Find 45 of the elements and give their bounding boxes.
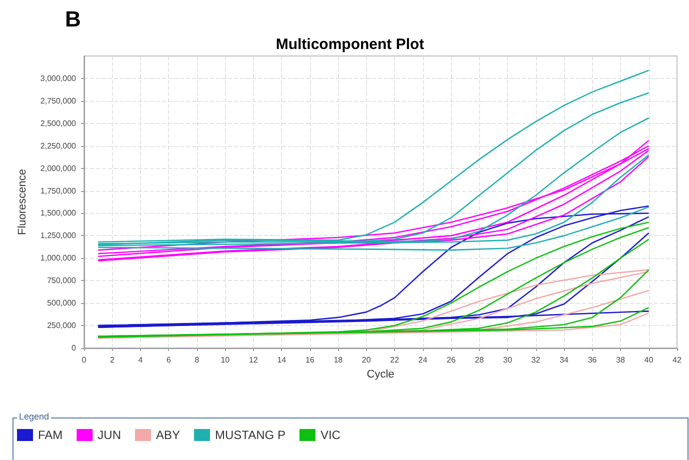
- x-tick-label: 8: [194, 356, 200, 364]
- y-tick-label: 0: [72, 344, 77, 352]
- x-tick-label: 38: [616, 356, 626, 364]
- legend-label: JUN: [98, 428, 122, 442]
- x-tick-label: 26: [446, 356, 456, 364]
- y-tick-label: 1,000,000: [40, 254, 77, 263]
- x-tick-label: 30: [503, 356, 513, 364]
- chart-title: Multicomponent Plot: [276, 36, 424, 53]
- x-tick-label: 32: [531, 356, 541, 364]
- text: B: [65, 6, 81, 32]
- legend-label: ABY: [156, 428, 180, 442]
- y-tick-label: 2,500,000: [40, 118, 77, 128]
- legend-label: MUSTANG P: [215, 428, 286, 442]
- y-tick-label: 1,500,000: [40, 208, 77, 218]
- y-tick-label: 500,000: [47, 298, 77, 308]
- legend-title: Legend: [19, 412, 50, 422]
- x-tick-label: 22: [390, 356, 400, 364]
- x-tick-label: 40: [644, 356, 654, 364]
- x-tick-label: 14: [277, 356, 287, 364]
- y-tick-label: 1,750,000: [40, 186, 77, 196]
- x-tick-label: 10: [220, 356, 230, 364]
- x-tick-label: 18: [334, 356, 344, 364]
- x-tick-label: 24: [418, 356, 428, 364]
- x-tick-label: 4: [138, 356, 144, 364]
- x-tick-label: 12: [248, 356, 258, 364]
- x-axis-title: Cycle: [366, 368, 394, 380]
- y-tick-label: 250,000: [47, 321, 77, 330]
- x-tick-label: 34: [560, 356, 570, 364]
- y-tick-label: 2,750,000: [40, 96, 77, 106]
- x-tick-label: 0: [82, 356, 87, 364]
- y-tick-label: 2,250,000: [40, 141, 77, 150]
- x-tick-label: 16: [305, 356, 315, 364]
- x-tick-label: 20: [362, 356, 372, 364]
- x-tick-label: 6: [166, 356, 172, 364]
- legend-label: VIC: [320, 428, 341, 442]
- legend-label: FAM: [38, 428, 63, 442]
- y-tick-label: 1,250,000: [40, 231, 77, 240]
- x-tick-label: 36: [588, 356, 598, 364]
- y-tick-label: 2,000,000: [40, 164, 77, 173]
- y-axis-title: Fluorescence: [16, 168, 28, 236]
- x-tick-label: 2: [110, 356, 116, 364]
- x-tick-label: 42: [672, 356, 682, 364]
- y-tick-label: 3,000,000: [40, 74, 77, 83]
- y-tick-label: 750,000: [47, 276, 77, 286]
- x-tick-label: 28: [474, 356, 484, 364]
